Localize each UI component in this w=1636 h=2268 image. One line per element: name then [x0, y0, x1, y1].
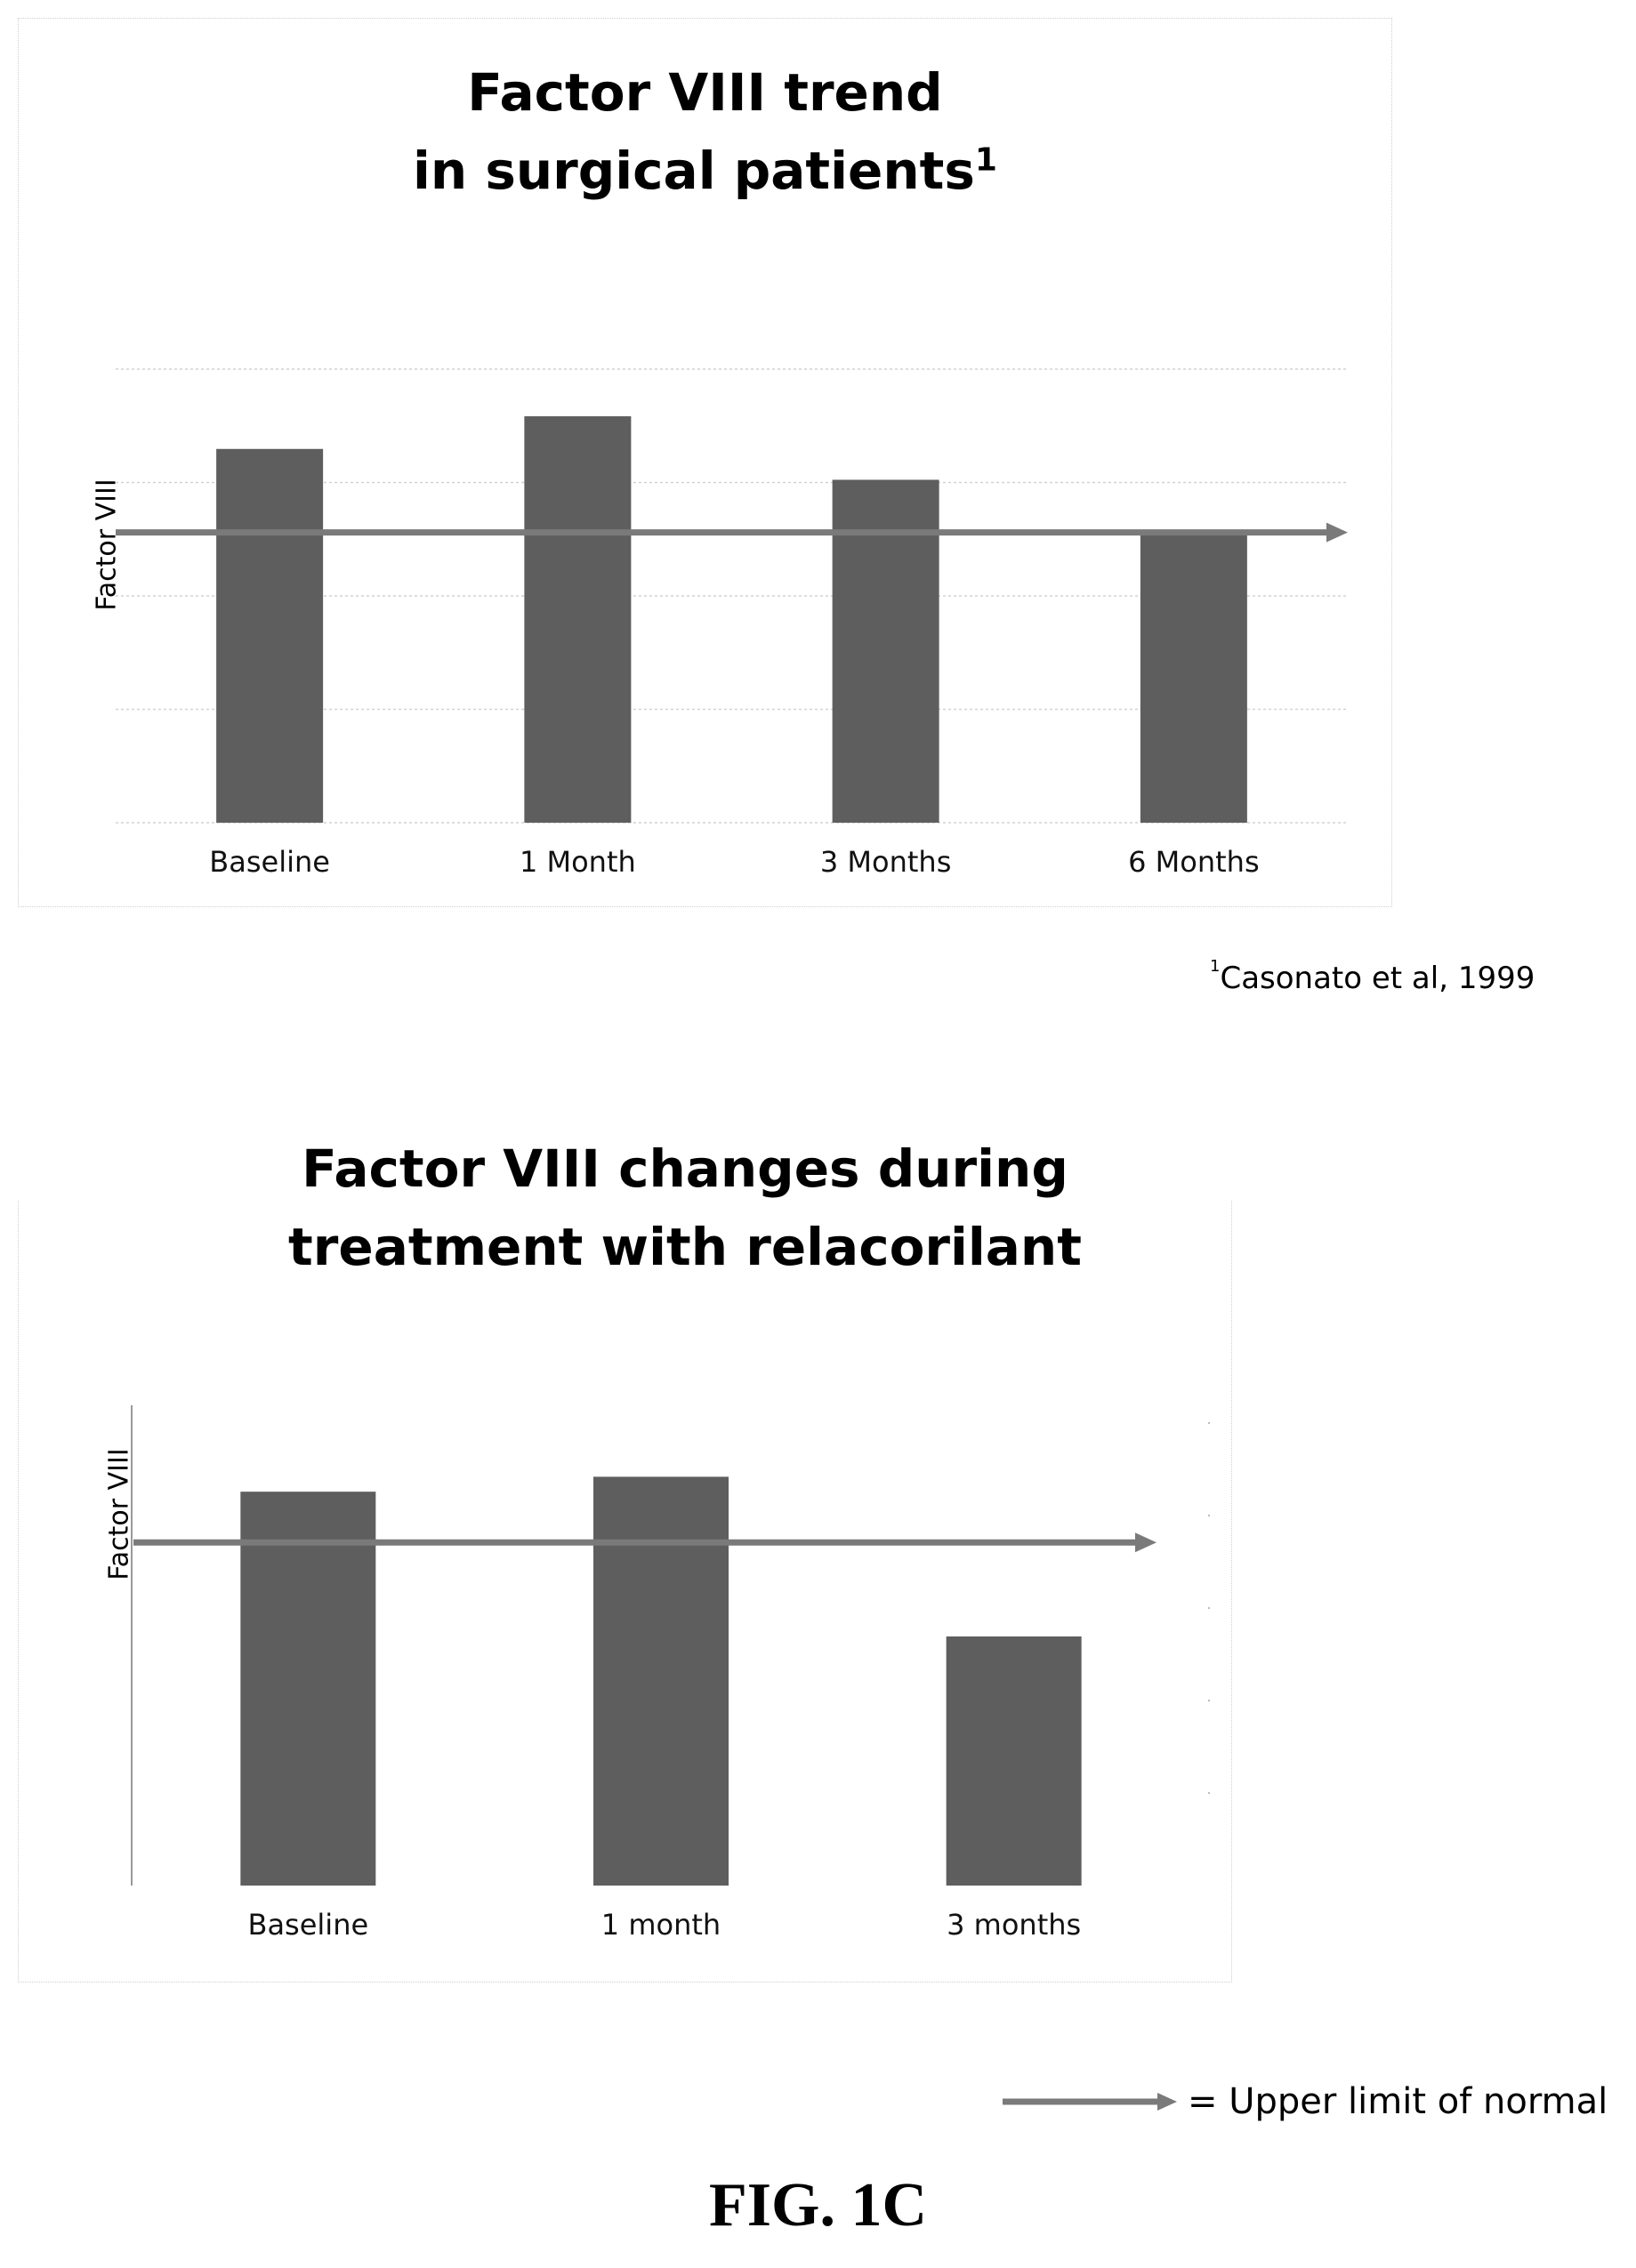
chart-2-plot: Baseline 1 month 3 months — [131, 1405, 1210, 1942]
chart-2-title-line2: treatment with relacorilant — [288, 1217, 1082, 1277]
chart-2-x-tick-label-2: 3 months — [947, 1908, 1081, 1942]
chart-panel-2: Factor VIII changes during treatment wit… — [18, 1130, 1232, 1983]
chart-2-frame — [18, 1201, 1232, 1982]
legend: = Upper limit of normal — [1001, 2081, 1608, 2122]
chart-1-x-tick-label-2: 3 Months — [820, 845, 952, 879]
chart-1-frame — [18, 18, 1392, 907]
legend-arrow-icon — [1003, 2093, 1177, 2111]
chart-1-bar-1 — [524, 416, 632, 823]
chart-1-x-tick-label-0: Baseline — [209, 845, 330, 879]
footnote-text: Casonato et al, 1999 — [1220, 961, 1535, 996]
chart-1-bar-2 — [832, 479, 939, 823]
chart-2-bar-2 — [946, 1636, 1082, 1886]
figure-label: FIG. 1C — [709, 2171, 927, 2240]
legend-text: = Upper limit of normal — [1188, 2081, 1608, 2122]
chart-1-title-line1: Factor VIII trend — [467, 62, 943, 123]
chart-2-bar-0 — [240, 1492, 376, 1886]
footnote: 1Casonato et al, 1999 — [1210, 957, 1535, 996]
chart-1-bar-0 — [216, 448, 324, 823]
chart-2-title-line1: Factor VIII changes during — [302, 1138, 1068, 1199]
chart-1-x-tick-label-3: 6 Months — [1128, 845, 1260, 879]
chart-2-reference-arrowhead — [1135, 1532, 1156, 1553]
chart-1-plot: Baseline 1 Month 3 Months 6 Months — [116, 368, 1348, 879]
chart-panel-1: Factor VIII trend in surgical patients 1 … — [18, 18, 1392, 907]
chart-2-x-tick-label-1: 1 month — [601, 1908, 721, 1942]
chart-2-bar-1 — [593, 1476, 729, 1886]
chart-1-title: Factor VIII trend in surgical patients1 — [18, 53, 1392, 210]
chart-1-x-tick-label-1: 1 Month — [520, 845, 636, 879]
chart-2-title: Factor VIII changes during treatment wit… — [18, 1130, 1352, 1286]
chart-1-title-line2: in surgical patients — [413, 141, 975, 201]
chart-1-reference-arrowhead — [1326, 522, 1348, 543]
chart-1-title-superscript: 1 — [974, 141, 997, 179]
chart-1-bar-3 — [1140, 535, 1247, 823]
chart-2-x-tick-label-0: Baseline — [247, 1908, 368, 1942]
footnote-marker: 1 — [1210, 957, 1221, 976]
